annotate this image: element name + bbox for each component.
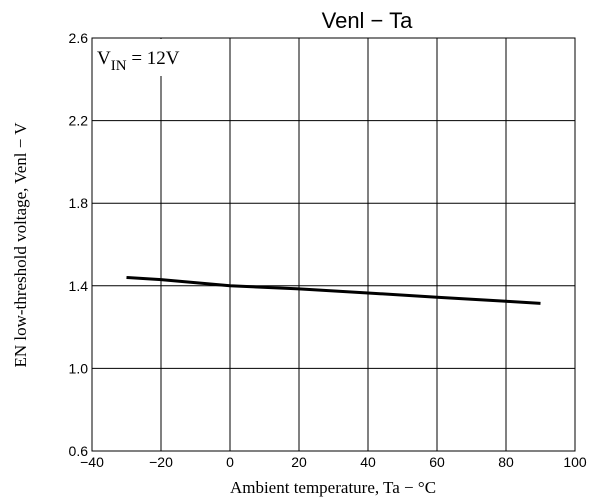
y-tick-label: 0.6 xyxy=(69,443,89,459)
series-layer xyxy=(126,276,541,305)
x-tick-label: 100 xyxy=(563,454,587,470)
y-tick-label: 1.4 xyxy=(69,278,89,294)
x-tick-label: −20 xyxy=(149,454,173,470)
x-axis-label: Ambient temperature, Ta − °C xyxy=(230,478,436,497)
annotation-prefix: V xyxy=(97,48,111,69)
chart-title: Venl − Ta xyxy=(322,8,413,33)
x-tick-label: 20 xyxy=(291,454,307,470)
annotation-subscript: IN xyxy=(111,58,127,74)
annotation-vin-box: VIN = 12V xyxy=(93,39,199,76)
y-tick-label: 2.6 xyxy=(69,30,89,46)
y-tick-label: 1.8 xyxy=(69,195,89,211)
x-tick-label: −40 xyxy=(80,454,104,470)
x-tick-label: 0 xyxy=(226,454,234,470)
x-tick-label: 40 xyxy=(360,454,376,470)
x-tick-label: 60 xyxy=(429,454,445,470)
y-tick-label: 1.0 xyxy=(69,360,89,376)
plot-frame xyxy=(91,37,576,452)
series-line-0 xyxy=(126,276,541,305)
grid xyxy=(92,38,575,451)
tick-labels: −40 −20 0 20 40 60 80 100 0.6 1.0 1.4 1.8 2.2 2.6 xyxy=(69,30,587,470)
y-tick-label: 2.2 xyxy=(69,113,89,129)
annotation-vin: VIN = 12V xyxy=(97,48,180,74)
annotation-suffix: = 12V xyxy=(127,48,180,69)
x-tick-label: 80 xyxy=(498,454,514,470)
y-axis-label: EN low-threshold voltage, Venl − V xyxy=(11,122,30,368)
